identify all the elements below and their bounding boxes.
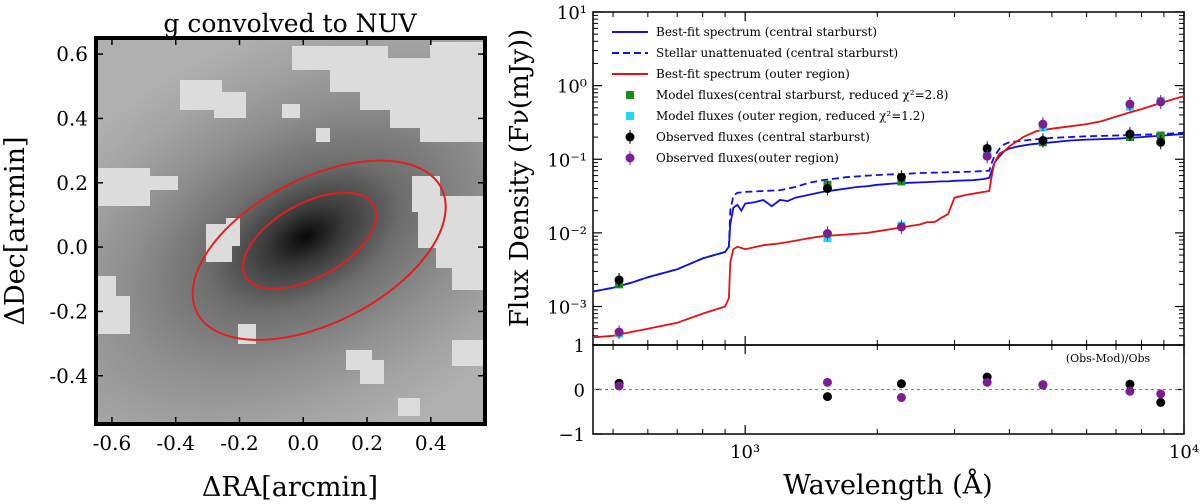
sed-ylabel: Flux Density (Fν(mJy)) bbox=[505, 29, 535, 327]
sed-marker-circle bbox=[614, 327, 624, 337]
residual-point bbox=[1038, 380, 1048, 390]
image-ytick-label: 0.0 bbox=[56, 235, 88, 259]
legend-circle-swatch bbox=[625, 132, 635, 142]
legend-item: Model fluxes(central starburst, reduced … bbox=[626, 88, 948, 102]
sed-ytick-label: 10¹ bbox=[557, 3, 587, 24]
residual-point bbox=[1156, 397, 1166, 407]
sed-marker-circle bbox=[1038, 119, 1048, 129]
ellipse-outer bbox=[191, 159, 447, 341]
aperture-ellipses bbox=[191, 159, 447, 341]
sed-marker-circle bbox=[896, 222, 906, 232]
residual-point bbox=[1125, 379, 1135, 389]
residual-axis-ticks: −1 0 1 bbox=[558, 336, 1184, 446]
residual-ytick-label: 0 bbox=[574, 381, 585, 402]
residual-point bbox=[614, 381, 624, 391]
legend-item: Best-fit spectrum (outer region) bbox=[612, 67, 850, 81]
sed-marker-circle bbox=[1125, 99, 1135, 109]
image-xtick-label: 0.0 bbox=[287, 431, 319, 455]
legend-label: Observed fluxes (central starburst) bbox=[656, 130, 870, 144]
legend-circle-swatch bbox=[625, 153, 635, 163]
sed-xtick-label: 10³ bbox=[730, 442, 760, 463]
image-ytick-label: 0.4 bbox=[56, 106, 88, 130]
residual-point bbox=[822, 392, 832, 402]
legend-label: Model fluxes(central starburst, reduced … bbox=[656, 88, 948, 102]
sed-marker-circle bbox=[1156, 97, 1166, 107]
residual-ytick-label: 1 bbox=[574, 336, 585, 357]
galaxy-image bbox=[96, 38, 485, 424]
legend-item: Model fluxes (outer region, reduced χ²=1… bbox=[626, 109, 925, 123]
image-ytick-label: -0.4 bbox=[49, 364, 88, 388]
sed-xlabel: Wavelength (Å) bbox=[783, 468, 992, 501]
sed-marker-circle bbox=[896, 172, 906, 182]
image-frame bbox=[94, 36, 487, 426]
sed-line-series-1 bbox=[593, 131, 1184, 293]
image-xtick-label: -0.4 bbox=[156, 431, 195, 455]
residual-ytick-label: −1 bbox=[558, 425, 585, 446]
sed-ytick-label: 10⁰ bbox=[557, 77, 587, 98]
legend-label: Stellar unattenuated (central starburst) bbox=[656, 46, 898, 60]
sed-marker-circle bbox=[982, 143, 992, 153]
sed-legend: Best-fit spectrum (central starburst) Ste… bbox=[612, 25, 948, 165]
image-ylabel: ΔDec[arcmin] bbox=[0, 136, 31, 325]
legend-item: Stellar unattenuated (central starburst) bbox=[612, 46, 898, 60]
sed-main-frame bbox=[592, 11, 1185, 346]
sed-marker-circle bbox=[1156, 137, 1166, 147]
image-ytick-label: -0.2 bbox=[49, 299, 88, 323]
legend-item: Best-fit spectrum (central starburst) bbox=[612, 25, 877, 39]
image-xtick-label: 0.4 bbox=[415, 431, 447, 455]
legend-square-swatch bbox=[626, 91, 634, 99]
sed-line-series-2 bbox=[593, 95, 1184, 339]
sed-plot-area bbox=[593, 94, 1184, 340]
image-axis-ticks: -0.6 -0.4 -0.2 0.0 0.2 0.4 -0.4 -0.2 0.0 0.2 0.4 0.… bbox=[49, 38, 485, 455]
image-ytick-label: 0.6 bbox=[56, 42, 88, 66]
legend-item: Observed fluxes(outer region) bbox=[625, 151, 839, 165]
image-xlabel: ΔRA[arcmin] bbox=[202, 472, 378, 503]
residual-point bbox=[982, 377, 992, 387]
legend-label: Best-fit spectrum (outer region) bbox=[656, 67, 850, 81]
image-xtick-label: -0.6 bbox=[93, 431, 132, 455]
residual-plot-area bbox=[593, 372, 1184, 407]
sed-marker-circle bbox=[1125, 129, 1135, 139]
sed-axis-ticks: 10³ 10⁴ 10⁻³ 10⁻² 10⁻¹ 10⁰ 10¹ bbox=[547, 3, 1199, 463]
image-xtick-label: 0.2 bbox=[351, 431, 383, 455]
sed-xtick-label: 10⁴ bbox=[1169, 442, 1199, 463]
residual-point bbox=[896, 393, 906, 403]
legend-item: Observed fluxes (central starburst) bbox=[625, 130, 870, 144]
residual-point bbox=[1156, 389, 1166, 399]
image-xtick-label: -0.2 bbox=[220, 431, 259, 455]
sed-ytick-label: 10⁻² bbox=[547, 224, 587, 245]
residual-point bbox=[1125, 386, 1135, 396]
image-ytick-label: 0.2 bbox=[56, 171, 88, 195]
residual-point bbox=[896, 379, 906, 389]
sed-panel: 10³ 10⁴ 10⁻³ 10⁻² 10⁻¹ 10⁰ 10¹ −1 0 1 (Obs-Mod)/… bbox=[505, 3, 1199, 501]
sed-ytick-label: 10⁻¹ bbox=[547, 150, 587, 171]
legend-label: Observed fluxes(outer region) bbox=[656, 151, 839, 165]
sed-marker-circle bbox=[614, 275, 624, 285]
sed-marker-circle bbox=[822, 229, 832, 239]
legend-label: Model fluxes (outer region, reduced χ²=1… bbox=[656, 109, 925, 123]
legend-label: Best-fit spectrum (central starburst) bbox=[656, 25, 877, 39]
sed-marker-circle bbox=[1038, 135, 1048, 145]
image-title: g convolved to NUV bbox=[163, 9, 417, 38]
sed-ytick-label: 10⁻³ bbox=[547, 298, 587, 319]
legend-square-swatch bbox=[626, 112, 634, 120]
residual-title: (Obs-Mod)/Obs bbox=[1066, 352, 1151, 365]
sed-marker-circle bbox=[982, 151, 992, 161]
masked-patches bbox=[96, 42, 485, 416]
sed-marker-circle bbox=[822, 184, 832, 194]
image-panel: g convolved to NUV -0.6 -0.4 -0 bbox=[0, 9, 487, 503]
ellipse-inner bbox=[242, 191, 378, 290]
residual-point bbox=[822, 377, 832, 387]
